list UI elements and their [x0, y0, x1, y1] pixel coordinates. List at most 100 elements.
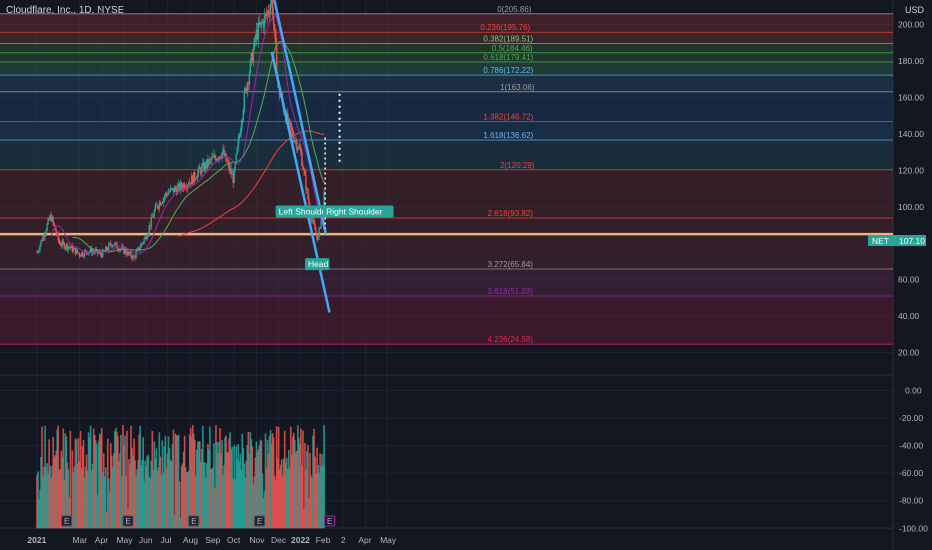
price-tag-ticker: NET [872, 236, 889, 246]
volume-bar [94, 440, 97, 529]
candle-body [128, 251, 130, 254]
candle-body [238, 136, 240, 140]
candle-body [260, 21, 263, 24]
candle-body [213, 155, 215, 157]
volume-bar [251, 446, 254, 529]
candle-body [171, 187, 174, 189]
volume-bar [255, 441, 258, 529]
volume-bar [169, 460, 172, 529]
volume-bar [210, 468, 212, 529]
volume-bar [154, 458, 157, 529]
volume-bar [193, 439, 196, 529]
candle-body [116, 242, 118, 249]
volume-bar [269, 429, 272, 529]
volume-bar [301, 465, 303, 529]
earnings-marker[interactable] [188, 515, 200, 527]
fib-level-label: 2(120.29) [500, 161, 535, 170]
volume-bar [45, 467, 47, 529]
fib-band [0, 169, 893, 219]
volume-bar [152, 469, 155, 529]
volume-bar [139, 425, 141, 529]
candle-body [124, 249, 126, 254]
candle-body [158, 202, 161, 209]
fib-band [0, 269, 893, 296]
candle-body [298, 146, 300, 150]
volume-bar [265, 468, 268, 529]
candle-body [164, 193, 167, 197]
volume-bar [102, 453, 105, 529]
volume-bar [298, 437, 300, 529]
candle-body [265, 13, 268, 16]
volume-bar [281, 475, 284, 529]
volume-bar [243, 463, 246, 529]
candle-body [78, 253, 81, 256]
candle-body [50, 215, 52, 221]
volume-bar [268, 435, 271, 529]
candle-body [256, 29, 259, 40]
volume-bar [316, 447, 318, 529]
volume-bar [75, 439, 78, 529]
volume-bar [297, 425, 299, 529]
candle-body [53, 222, 55, 226]
volume-bar [221, 439, 223, 529]
fib-level-label: 1(163.06) [500, 83, 535, 92]
volume-bar [201, 449, 203, 529]
candle-body [290, 122, 292, 128]
candle-body [174, 187, 177, 190]
volume-bar [178, 481, 181, 529]
candle-body [56, 232, 58, 234]
volume-bar [195, 449, 198, 529]
candle-body [180, 182, 183, 188]
volume-bar [103, 476, 106, 529]
price-axis-label: 160.00 [898, 92, 924, 102]
volume-bar [63, 479, 66, 529]
volume-bar [162, 472, 165, 529]
volume-bar [214, 487, 216, 529]
candle-body [232, 173, 234, 183]
candle-body [126, 253, 128, 256]
candle-body [246, 83, 249, 93]
earnings-marker[interactable] [61, 515, 73, 527]
volume-bar [51, 465, 53, 529]
volume-bar [112, 467, 114, 529]
earnings-marker[interactable] [253, 515, 265, 527]
candle-body [236, 147, 238, 154]
volume-bar [233, 445, 235, 529]
candle-body [125, 249, 127, 254]
candle-body [189, 182, 192, 185]
candle-body [133, 255, 135, 257]
earnings-marker[interactable] [323, 515, 335, 527]
price-axis-label: 60.00 [898, 275, 920, 285]
candle-body [300, 148, 302, 153]
volume-bar [92, 428, 95, 529]
volume-bar [272, 437, 275, 529]
candle-body [205, 162, 207, 169]
candle-body [130, 251, 132, 257]
earnings-marker[interactable] [122, 515, 134, 527]
time-axis-label: May [380, 535, 397, 545]
volume-bar [61, 457, 64, 529]
volume-axis-label: -100.00 [899, 523, 928, 533]
channel-upper-line[interactable] [272, 0, 328, 235]
volume-bar [58, 469, 61, 529]
volume-bar [237, 444, 240, 529]
volume-bar [66, 462, 69, 529]
volume-bar [264, 433, 267, 529]
volume-bar [74, 438, 77, 529]
candle-body [201, 166, 203, 174]
fib-level-label: 0.786(172.22) [483, 66, 533, 75]
volume-bar [278, 469, 281, 529]
volume-bar [104, 467, 107, 529]
volume-bar [149, 478, 152, 529]
candle-body [312, 219, 314, 221]
volume-bar [311, 478, 313, 529]
volume-bar [310, 475, 312, 529]
candle-body [288, 119, 290, 123]
candle-body [225, 153, 227, 162]
volume-bar [220, 453, 222, 529]
candle-body [167, 192, 170, 195]
volume-axis-label: -20.00 [899, 413, 923, 423]
volume-bar [224, 437, 226, 529]
volume-bar [151, 430, 154, 529]
